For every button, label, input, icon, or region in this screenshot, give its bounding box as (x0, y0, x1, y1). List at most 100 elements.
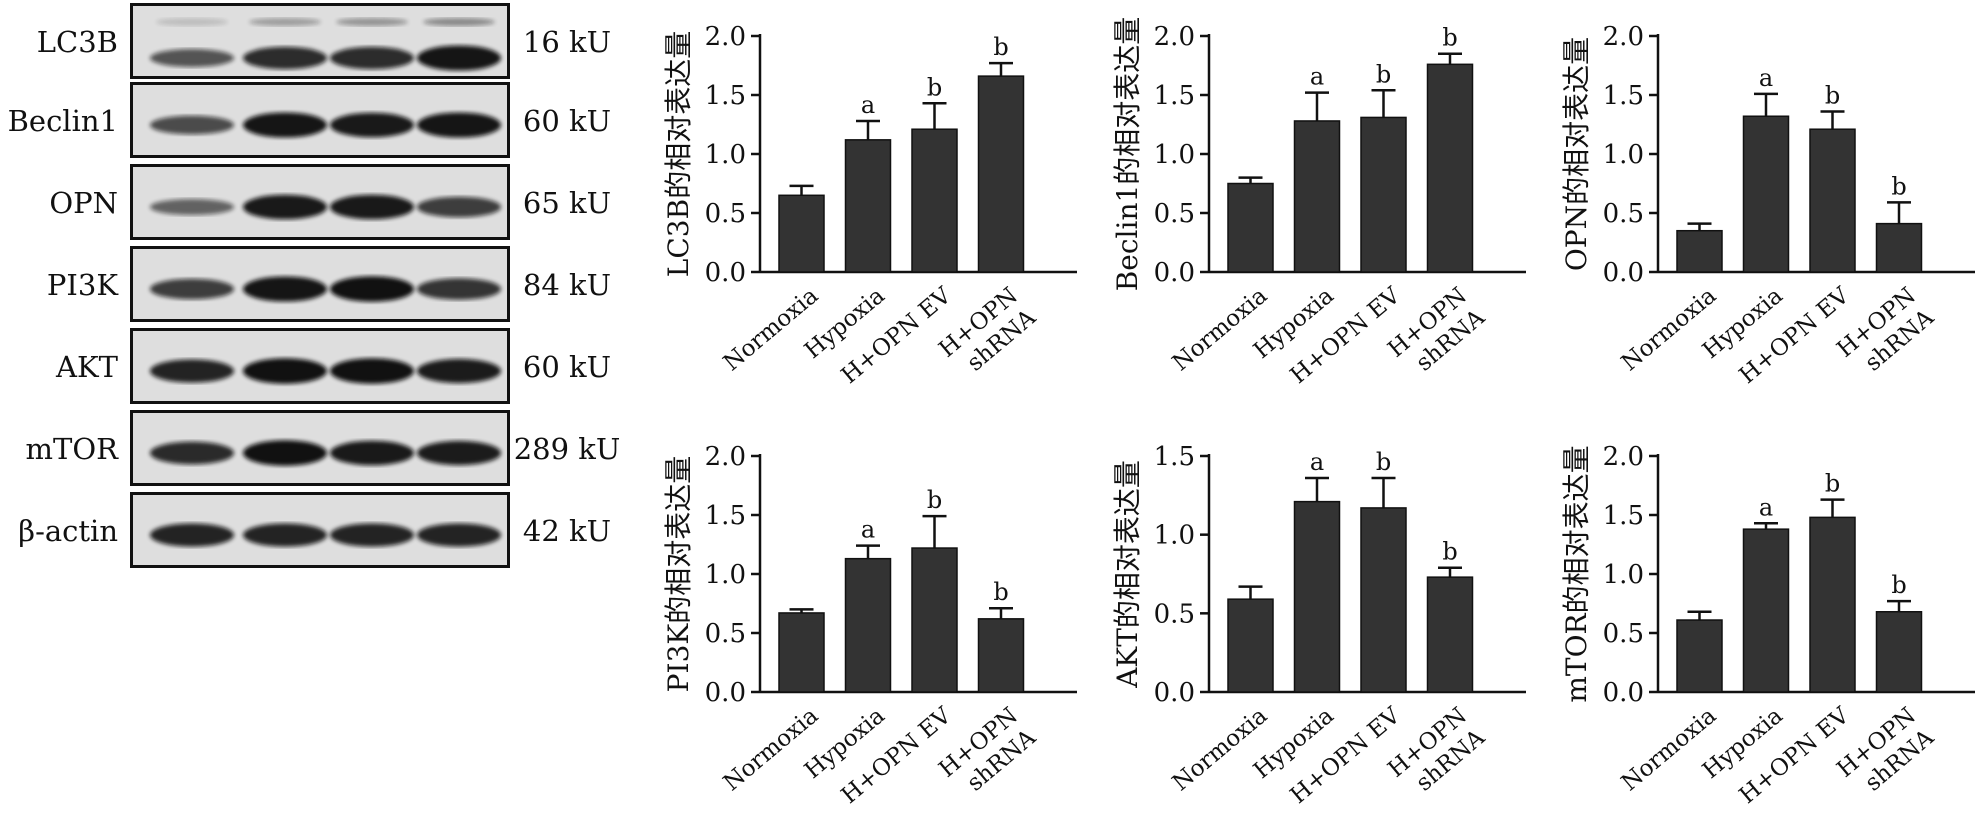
bar (1293, 120, 1341, 273)
y-tick-label: 2.0 (1603, 442, 1644, 472)
significance-label: a (1310, 63, 1324, 91)
significance-label: b (993, 578, 1008, 606)
blot-band (150, 441, 234, 465)
y-tick-label: 1.0 (1154, 521, 1195, 551)
blot-band (243, 440, 327, 466)
blot-band (150, 49, 234, 67)
y-tick-label: 1.5 (1154, 81, 1195, 111)
blot-band-upper (336, 18, 408, 26)
blot-protein-label: Beclin1 (7, 104, 118, 138)
chart-4: 0.00.51.01.5AKT的相对表达量NormoxiaaHypoxiabH+… (1111, 442, 1526, 809)
y-tick-label: 1.0 (1603, 560, 1644, 590)
y-tick-label: 1.5 (1603, 81, 1644, 111)
y-tick-label: 1.5 (705, 501, 746, 531)
significance-label: b (1376, 60, 1391, 88)
blot-band (150, 278, 234, 300)
blot-protein-label: LC3B (36, 25, 118, 59)
significance-label: b (927, 486, 942, 514)
blot-band (243, 358, 327, 384)
bar (1227, 182, 1274, 273)
blot-molecular-weight: 60 kU (522, 350, 612, 384)
bar (977, 75, 1025, 273)
y-tick-label: 0.0 (1154, 678, 1195, 708)
x-tick-label: Normoxia (1168, 702, 1273, 796)
y-tick-label: 0.0 (705, 678, 746, 708)
blot-band (150, 359, 234, 383)
bar (1809, 128, 1856, 273)
blot-band-upper (423, 18, 495, 26)
blot-molecular-weight: 16 kU (522, 25, 612, 59)
bar (1227, 598, 1274, 693)
bar (977, 618, 1025, 693)
blot-band (417, 196, 501, 218)
blot-strip (130, 164, 510, 240)
y-tick-label: 0.5 (1603, 199, 1644, 229)
blot-strip (130, 328, 510, 404)
blot-band (150, 523, 234, 547)
bar (1742, 115, 1790, 273)
chart-3: 0.00.51.01.52.0PI3K的相对表达量NormoxiaaHypoxi… (662, 442, 1077, 809)
significance-label: b (1376, 448, 1391, 476)
y-tick-label: 0.5 (1154, 599, 1195, 629)
bar (1426, 63, 1474, 273)
chart-1: 0.00.51.01.52.0Beclin1的相对表达量NormoxiaaHyp… (1111, 17, 1526, 389)
y-axis-label: AKT的相对表达量 (1111, 460, 1144, 689)
bar (1360, 116, 1407, 273)
significance-label: a (1759, 493, 1773, 521)
blot-band (150, 115, 234, 135)
blot-strip (130, 410, 510, 486)
bar (844, 557, 892, 693)
y-axis-label: OPN的相对表达量 (1560, 37, 1593, 271)
y-axis-label: LC3B的相对表达量 (662, 31, 695, 277)
blot-strip (130, 3, 510, 79)
y-tick-label: 0.5 (705, 199, 746, 229)
x-tick-label: Normoxia (1617, 702, 1722, 796)
y-tick-label: 0.0 (1603, 258, 1644, 288)
y-axis-label: mTOR的相对表达量 (1560, 445, 1593, 702)
blot-molecular-weight: 60 kU (522, 104, 612, 138)
y-tick-label: 2.0 (705, 442, 746, 472)
y-tick-label: 0.5 (1603, 619, 1644, 649)
blot-band (417, 112, 501, 138)
significance-label: a (1310, 448, 1324, 476)
blot-band-upper (156, 18, 228, 26)
significance-label: b (1442, 24, 1457, 52)
blot-band (417, 45, 501, 71)
bar (1809, 516, 1856, 693)
bar (1875, 222, 1923, 273)
y-tick-label: 1.5 (1154, 442, 1195, 472)
x-tick-label: Normoxia (719, 702, 824, 796)
bar (1875, 611, 1923, 693)
blot-band (417, 278, 501, 300)
blot-band (243, 194, 327, 220)
x-tick-label: Normoxia (1168, 282, 1273, 376)
y-tick-label: 1.0 (705, 560, 746, 590)
blot-band (330, 440, 414, 466)
bar (911, 128, 958, 273)
y-tick-label: 1.5 (1603, 501, 1644, 531)
blot-band (417, 440, 501, 466)
significance-label: a (861, 91, 875, 119)
bar (1676, 229, 1723, 273)
significance-label: b (927, 73, 942, 101)
bar (911, 547, 958, 693)
bar (1360, 507, 1407, 693)
y-tick-label: 0.0 (1154, 258, 1195, 288)
blot-molecular-weight: 42 kU (522, 514, 612, 548)
blot-band (417, 358, 501, 384)
y-tick-label: 0.5 (705, 619, 746, 649)
blot-band (330, 112, 414, 138)
y-tick-label: 1.0 (705, 140, 746, 170)
bar (778, 612, 825, 693)
x-tick-label: Normoxia (1617, 282, 1722, 376)
blot-band (243, 46, 327, 70)
bar (778, 194, 825, 273)
y-tick-label: 1.5 (705, 81, 746, 111)
blot-band (330, 523, 414, 547)
y-tick-label: 2.0 (1603, 22, 1644, 52)
blot-strip (130, 246, 510, 322)
blot-strip (130, 82, 510, 158)
y-axis-label: Beclin1的相对表达量 (1111, 17, 1144, 292)
significance-label: a (1759, 64, 1773, 92)
